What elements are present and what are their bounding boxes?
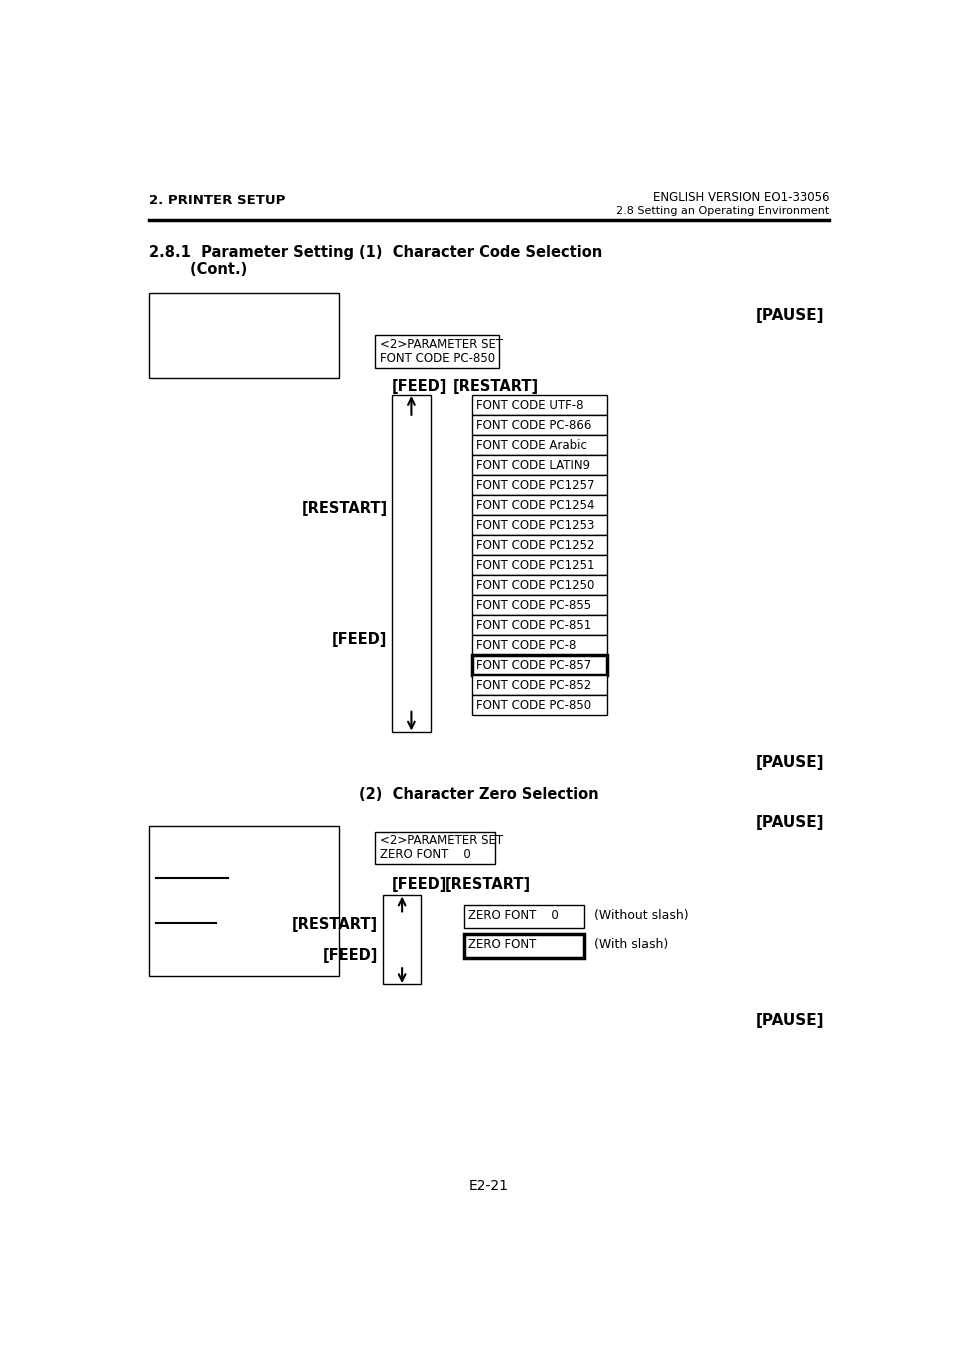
Text: [FEED]: [FEED]: [392, 380, 447, 394]
Text: [RESTART]: [RESTART]: [301, 501, 387, 516]
Text: [FEED]: [FEED]: [322, 947, 377, 963]
Bar: [375, 832, 495, 865]
Text: FONT CODE PC1257: FONT CODE PC1257: [476, 478, 594, 492]
Bar: [472, 435, 607, 455]
Bar: [472, 535, 607, 555]
Text: (Without slash): (Without slash): [593, 909, 687, 921]
Bar: [464, 905, 583, 928]
Bar: [472, 574, 607, 594]
Text: [RESTART]: [RESTART]: [444, 877, 530, 892]
Text: (Cont.): (Cont.): [149, 262, 247, 277]
Text: ZERO FONT    0: ZERO FONT 0: [468, 909, 558, 921]
Text: FONT CODE PC-866: FONT CODE PC-866: [476, 419, 591, 431]
Bar: [472, 455, 607, 474]
Text: <2>PARAMETER SET: <2>PARAMETER SET: [379, 835, 502, 847]
Bar: [149, 825, 338, 975]
Bar: [375, 335, 498, 367]
Text: FONT CODE PC-850: FONT CODE PC-850: [476, 698, 590, 712]
Text: (1)  Character Code Selection: (1) Character Code Selection: [359, 246, 602, 261]
Text: <2>PARAMETER SET: <2>PARAMETER SET: [379, 338, 502, 351]
Bar: [472, 494, 607, 515]
Bar: [472, 415, 607, 435]
Bar: [472, 515, 607, 535]
Text: (2)  Character Zero Selection: (2) Character Zero Selection: [359, 788, 598, 802]
Text: ENGLISH VERSION EO1-33056: ENGLISH VERSION EO1-33056: [652, 192, 828, 204]
Text: [PAUSE]: [PAUSE]: [755, 308, 823, 323]
Text: ZERO FONT    0: ZERO FONT 0: [379, 848, 470, 861]
Text: FONT CODE PC-857: FONT CODE PC-857: [476, 659, 590, 671]
Bar: [464, 935, 583, 958]
Text: FONT CODE PC1252: FONT CODE PC1252: [476, 539, 594, 551]
Text: FONT CODE PC1254: FONT CODE PC1254: [476, 499, 594, 512]
Text: [RESTART]: [RESTART]: [292, 917, 377, 932]
Text: 2.8 Setting an Operating Environment: 2.8 Setting an Operating Environment: [616, 205, 828, 216]
Text: [PAUSE]: [PAUSE]: [755, 755, 823, 770]
Bar: [472, 394, 607, 415]
Text: [FEED]: [FEED]: [392, 877, 447, 892]
Bar: [392, 394, 431, 732]
Bar: [472, 474, 607, 494]
Bar: [382, 896, 421, 985]
Text: FONT CODE PC-8: FONT CODE PC-8: [476, 639, 576, 651]
Bar: [472, 555, 607, 574]
Bar: [472, 594, 607, 615]
Bar: [149, 293, 338, 378]
Bar: [472, 635, 607, 655]
Text: 2.8.1  Parameter Setting: 2.8.1 Parameter Setting: [149, 246, 354, 261]
Text: FONT CODE PC1251: FONT CODE PC1251: [476, 559, 594, 571]
Text: FONT CODE LATIN9: FONT CODE LATIN9: [476, 458, 589, 471]
Text: FONT CODE PC1250: FONT CODE PC1250: [476, 578, 594, 592]
Bar: [472, 655, 607, 676]
Text: [FEED]: [FEED]: [332, 632, 387, 647]
Text: [RESTART]: [RESTART]: [452, 380, 538, 394]
Text: FONT CODE UTF-8: FONT CODE UTF-8: [476, 399, 582, 412]
Text: (With slash): (With slash): [593, 939, 667, 951]
Text: [PAUSE]: [PAUSE]: [755, 815, 823, 830]
Text: [PAUSE]: [PAUSE]: [755, 1013, 823, 1028]
Text: ZERO FONT: ZERO FONT: [468, 939, 536, 951]
Text: FONT CODE PC-855: FONT CODE PC-855: [476, 598, 590, 612]
Text: FONT CODE PC-852: FONT CODE PC-852: [476, 678, 590, 692]
Bar: [472, 676, 607, 694]
Text: FONT CODE PC1253: FONT CODE PC1253: [476, 519, 594, 532]
Text: 2. PRINTER SETUP: 2. PRINTER SETUP: [149, 195, 285, 208]
Text: FONT CODE PC-850: FONT CODE PC-850: [379, 351, 495, 365]
Text: FONT CODE Arabic: FONT CODE Arabic: [476, 439, 586, 451]
Text: E2-21: E2-21: [469, 1178, 508, 1193]
Bar: [472, 615, 607, 635]
Text: FONT CODE PC-851: FONT CODE PC-851: [476, 619, 590, 632]
Bar: [472, 694, 607, 715]
